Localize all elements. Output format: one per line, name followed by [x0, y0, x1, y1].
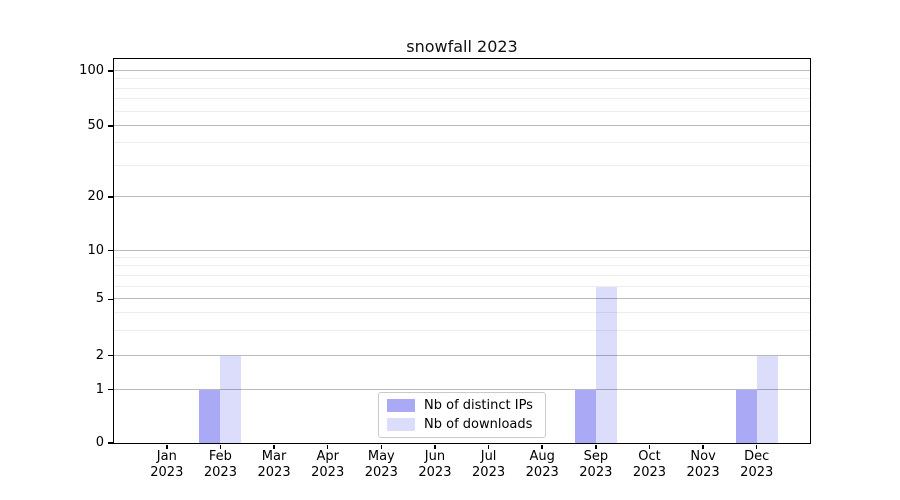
legend-label-distinct-ips: Nb of distinct IPs — [424, 397, 533, 413]
x-tick-year: 2023 — [579, 465, 613, 480]
x-tick-label: Sep 2023 — [564, 449, 628, 481]
x-tick-label: Oct 2023 — [617, 449, 681, 481]
x-tick-label: May 2023 — [349, 449, 413, 481]
y-gridline-minor — [114, 110, 810, 112]
y-gridline-major — [114, 249, 810, 251]
x-tick-mark — [755, 444, 758, 449]
x-tick-label: Nov 2023 — [671, 449, 735, 481]
y-gridline-major — [114, 354, 810, 356]
y-gridline-major — [114, 298, 810, 300]
y-tick-mark — [107, 125, 113, 127]
legend: Nb of distinct IPs Nb of downloads — [378, 392, 546, 438]
legend-swatch-distinct-ips — [387, 399, 415, 412]
y-gridline-minor — [114, 164, 810, 166]
x-tick-year: 2023 — [525, 465, 559, 480]
bar-downloads — [756, 355, 778, 443]
x-tick-year: 2023 — [472, 465, 506, 480]
y-gridline-minor — [114, 87, 810, 89]
x-tick-month: Jan — [156, 449, 177, 464]
y-gridline-minor — [114, 142, 810, 144]
x-tick-month: Oct — [638, 449, 661, 464]
x-tick-month: Feb — [208, 449, 232, 464]
bar-distinct-ips — [574, 389, 596, 443]
x-tick-month: Sep — [583, 449, 609, 464]
x-tick-year: 2023 — [257, 465, 291, 480]
x-tick-year: 2023 — [418, 465, 452, 480]
x-tick-mark — [166, 444, 168, 449]
x-tick-mark — [702, 444, 704, 449]
y-tick-label: 1 — [95, 381, 104, 397]
bar-distinct-ips — [199, 389, 221, 443]
y-tick-mark — [107, 388, 113, 391]
bar-distinct-ips — [735, 389, 757, 443]
x-tick-label: Jan 2023 — [135, 449, 199, 481]
x-tick-label: Mar 2023 — [242, 449, 306, 481]
x-tick-year: 2023 — [740, 465, 774, 480]
x-tick-year: 2023 — [203, 465, 237, 480]
x-tick-mark — [219, 444, 222, 449]
x-tick-year: 2023 — [364, 465, 398, 480]
y-gridline-major — [114, 196, 810, 197]
x-tick-year: 2023 — [632, 465, 667, 480]
x-tick-year: 2023 — [150, 465, 184, 480]
y-tick-mark — [107, 354, 113, 357]
y-gridline-minor — [114, 312, 810, 313]
y-gridline-minor — [114, 98, 810, 100]
y-tick-label: 100 — [79, 63, 104, 78]
y-tick-label: 2 — [95, 347, 104, 363]
x-tick-label: Feb 2023 — [188, 449, 252, 481]
legend-swatch-downloads — [387, 418, 415, 431]
x-tick-mark — [273, 444, 275, 449]
x-tick-month: Dec — [744, 449, 770, 464]
x-tick-label: Jul 2023 — [457, 449, 521, 481]
x-tick-month: Jul — [480, 449, 497, 464]
y-tick-label: 5 — [95, 291, 104, 307]
bar-downloads — [220, 355, 242, 443]
y-tick-mark — [107, 196, 113, 198]
x-tick-mark — [326, 444, 329, 449]
y-tick-label: 20 — [87, 189, 104, 204]
x-tick-month: May — [367, 449, 395, 464]
y-tick-label: 50 — [87, 118, 104, 133]
y-gridline-minor — [114, 274, 810, 276]
legend-item-distinct-ips: Nb of distinct IPs — [387, 398, 537, 414]
x-tick-mark — [434, 444, 436, 449]
x-tick-label: Aug 2023 — [510, 449, 574, 481]
y-tick-label: 10 — [87, 242, 104, 258]
legend-item-downloads: Nb of downloads — [387, 417, 537, 433]
chart-title: snowfall 2023 — [406, 37, 518, 56]
x-tick-month: Mar — [261, 449, 287, 464]
x-tick-label: Dec 2023 — [725, 449, 789, 481]
x-tick-mark — [595, 444, 597, 449]
legend-label-downloads: Nb of downloads — [424, 416, 533, 432]
y-gridline-minor — [114, 257, 810, 259]
x-tick-label: Apr 2023 — [296, 449, 360, 481]
x-tick-mark — [541, 444, 543, 449]
y-gridline-major — [114, 125, 810, 126]
x-tick-year: 2023 — [311, 465, 345, 480]
y-tick-label: 0 — [95, 435, 104, 450]
y-gridline-minor — [114, 285, 810, 287]
x-tick-year: 2023 — [686, 465, 720, 480]
x-tick-mark — [648, 444, 651, 449]
y-gridline-minor — [114, 265, 810, 267]
y-gridline-minor — [114, 78, 810, 80]
x-tick-month: Apr — [316, 449, 339, 464]
y-gridline-minor — [114, 329, 810, 331]
y-tick-mark — [107, 442, 113, 444]
x-tick-mark — [380, 444, 383, 449]
y-gridline-major — [114, 70, 810, 71]
y-gridline-major — [114, 388, 810, 390]
y-tick-mark — [107, 70, 113, 72]
x-tick-mark — [487, 444, 490, 449]
x-tick-label: Jun 2023 — [403, 449, 467, 481]
x-tick-month: Aug — [529, 449, 555, 464]
x-tick-month: Nov — [690, 449, 716, 464]
plot-area — [114, 59, 810, 443]
y-tick-mark — [107, 249, 113, 252]
bar-downloads — [595, 286, 617, 443]
x-tick-month: Jun — [424, 449, 446, 464]
y-tick-mark — [107, 298, 113, 301]
